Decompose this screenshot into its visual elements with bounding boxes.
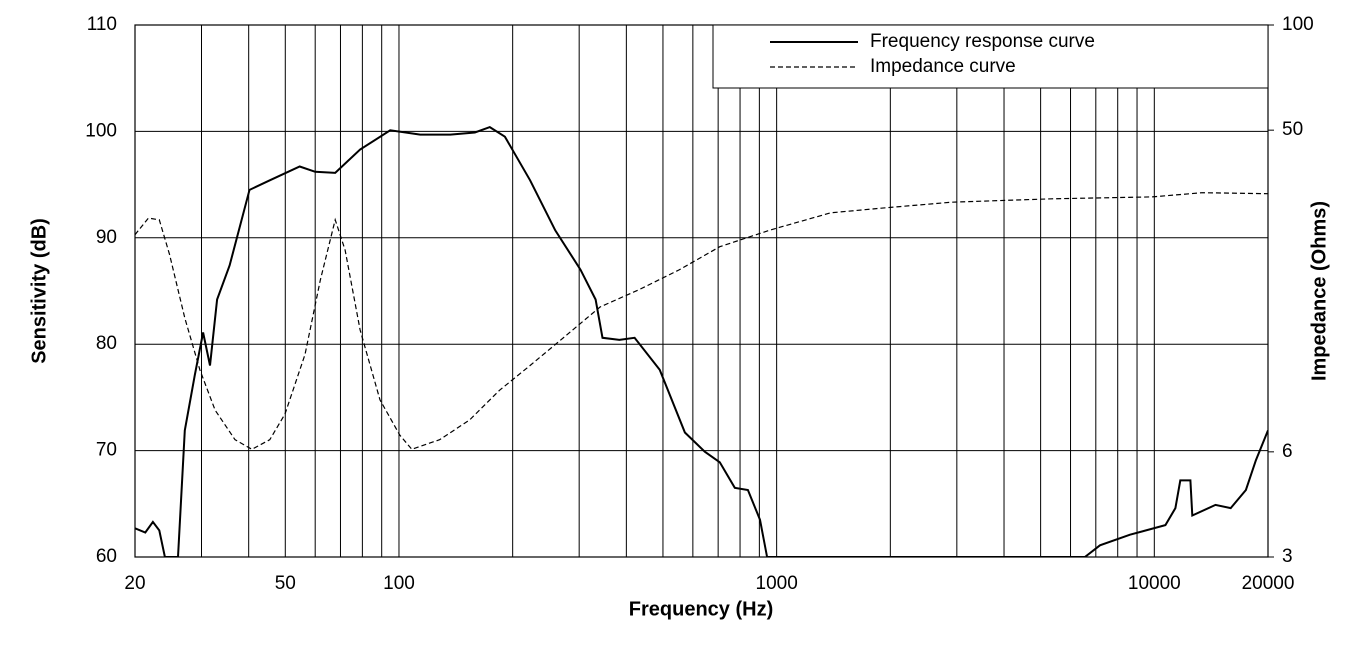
legend-box bbox=[712, 24, 1269, 89]
x-tick-label: 50 bbox=[275, 573, 296, 594]
x-axis-title: Frequency (Hz) bbox=[629, 598, 773, 620]
x-tick-label: 1000 bbox=[756, 573, 798, 594]
series-line bbox=[135, 192, 1268, 451]
y-tick-label: 110 bbox=[87, 14, 117, 35]
y2-tick-label: 6 bbox=[1282, 441, 1293, 462]
y2-tick-label: 3 bbox=[1282, 546, 1293, 567]
y2-tick-label: 100 bbox=[1282, 14, 1314, 35]
x-tick-label: 100 bbox=[383, 573, 415, 594]
plot-frame bbox=[134, 24, 1269, 558]
y-tick-label: 100 bbox=[85, 120, 117, 141]
series-line bbox=[135, 125, 1268, 557]
y-tick-label: 80 bbox=[96, 333, 117, 354]
legend-label: Impedance curve bbox=[870, 56, 1016, 77]
x-tick-label: 20 bbox=[124, 573, 145, 594]
y-axis-title: Sensitivity (dB) bbox=[28, 218, 50, 364]
y2-axis-title: Impedance (Ohms) bbox=[1308, 201, 1330, 381]
y-tick-label: 60 bbox=[96, 546, 117, 567]
legend-label: Frequency response curve bbox=[870, 31, 1095, 52]
x-tick-label: 20000 bbox=[1242, 573, 1295, 594]
y2-tick-label: 50 bbox=[1282, 119, 1303, 140]
x-tick-label: 10000 bbox=[1128, 573, 1181, 594]
y-tick-label: 70 bbox=[96, 440, 117, 461]
y-tick-label: 90 bbox=[96, 227, 117, 248]
